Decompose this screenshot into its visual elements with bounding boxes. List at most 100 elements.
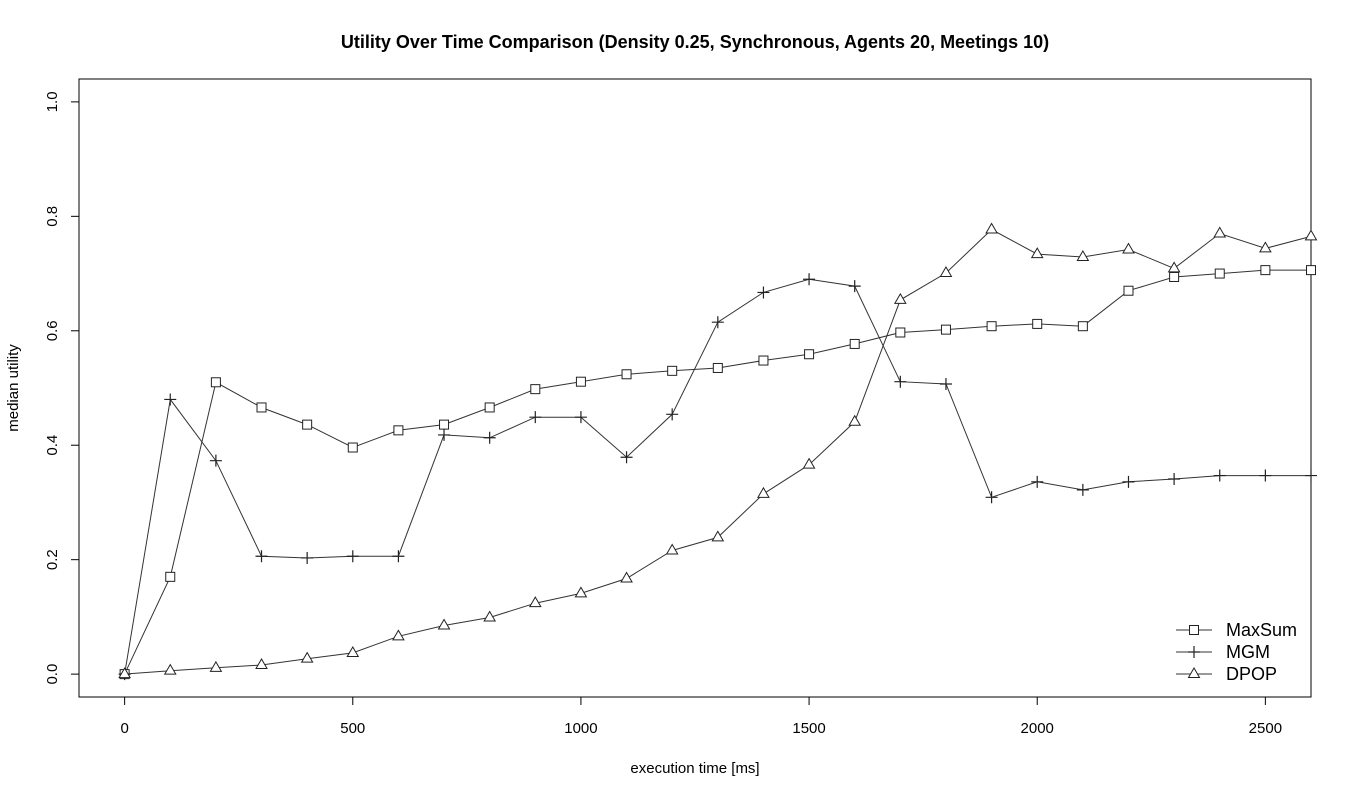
- legend-item-dpop: DPOP: [1176, 664, 1277, 684]
- chart-title: Utility Over Time Comparison (Density 0.…: [341, 32, 1049, 52]
- data-point-maxsum: [347, 442, 358, 453]
- legend-label: DPOP: [1226, 664, 1277, 684]
- data-point-maxsum: [256, 402, 267, 413]
- data-point-dpop: [1076, 249, 1090, 261]
- data-point-dpop: [711, 530, 725, 542]
- data-point-mgm: [666, 408, 679, 421]
- data-point-maxsum: [804, 349, 815, 360]
- data-point-dpop: [255, 657, 268, 669]
- data-point-maxsum: [940, 324, 951, 335]
- data-point-dpop: [1122, 242, 1135, 254]
- legend-label: MGM: [1226, 642, 1270, 662]
- data-point-dpop: [939, 265, 953, 277]
- data-point-mgm: [1259, 469, 1272, 482]
- data-point-mgm: [438, 428, 451, 441]
- data-point-dpop: [802, 457, 816, 469]
- data-point-mgm: [255, 550, 268, 563]
- x-tick-label: 2500: [1249, 720, 1282, 737]
- legend-item-mgm: MGM: [1176, 642, 1270, 662]
- data-point-maxsum: [302, 419, 313, 430]
- x-tick-label: 1500: [792, 720, 825, 737]
- data-point-mgm: [803, 273, 816, 286]
- data-point-maxsum: [210, 377, 221, 388]
- data-point-dpop: [757, 486, 770, 498]
- data-point-maxsum: [1123, 285, 1134, 296]
- data-point-mgm: [1076, 483, 1089, 496]
- data-point-dpop: [483, 610, 497, 622]
- legend-marker-mgm: [1188, 646, 1200, 658]
- data-point-dpop: [437, 618, 451, 630]
- data-point-maxsum: [1032, 318, 1043, 329]
- data-point-dpop: [665, 543, 679, 555]
- data-point-dpop: [163, 663, 177, 675]
- legend-marker-dpop: [1187, 667, 1201, 678]
- y-tick-label: 0.0: [44, 664, 61, 685]
- data-point-dpop: [1030, 247, 1044, 259]
- data-point-mgm: [1168, 472, 1181, 485]
- data-point-mgm: [483, 431, 496, 444]
- legend-item-maxsum: MaxSum: [1176, 620, 1297, 640]
- data-point-maxsum: [165, 571, 176, 582]
- data-point-maxsum: [1306, 265, 1316, 276]
- x-axis-label: execution time [ms]: [630, 760, 759, 777]
- data-point-maxsum: [1169, 271, 1180, 282]
- data-point-mgm: [574, 411, 587, 424]
- data-point-mgm: [620, 451, 633, 464]
- data-point-maxsum: [1214, 268, 1225, 279]
- data-point-mgm: [711, 316, 724, 329]
- data-point-maxsum: [393, 425, 404, 436]
- data-point-mgm: [209, 454, 222, 467]
- y-tick-label: 0.4: [44, 435, 61, 456]
- data-point-mgm: [1122, 475, 1135, 488]
- data-point-mgm: [985, 491, 998, 504]
- data-point-dpop: [1213, 226, 1227, 238]
- x-tick-label: 0: [120, 720, 128, 737]
- data-point-mgm: [894, 375, 907, 388]
- data-point-dpop: [1304, 229, 1318, 241]
- series-mgm: [118, 273, 1317, 681]
- data-point-dpop: [620, 571, 633, 583]
- data-point-dpop: [300, 651, 314, 663]
- data-point-dpop: [392, 629, 405, 641]
- series-line-maxsum: [124, 269, 1311, 675]
- data-point-maxsum: [621, 369, 632, 380]
- data-point-dpop: [118, 667, 131, 679]
- series-maxsum: [119, 265, 1316, 680]
- data-point-mgm: [939, 377, 952, 390]
- data-point-dpop: [528, 596, 542, 608]
- data-point-maxsum: [758, 355, 769, 366]
- y-tick-label: 0.6: [44, 320, 61, 341]
- data-point-dpop: [985, 222, 998, 234]
- series-dpop: [118, 222, 1318, 679]
- data-point-mgm: [757, 286, 770, 299]
- data-point-mgm: [1305, 469, 1317, 482]
- data-point-dpop: [848, 414, 862, 426]
- data-point-dpop: [209, 660, 223, 672]
- data-point-maxsum: [667, 365, 678, 376]
- y-tick-label: 1.0: [44, 91, 61, 112]
- data-point-maxsum: [895, 327, 906, 338]
- data-point-mgm: [1031, 475, 1044, 488]
- x-tick-label: 500: [340, 720, 365, 737]
- data-point-dpop: [893, 292, 907, 304]
- data-point-mgm: [164, 393, 177, 406]
- series-line-mgm: [124, 278, 1311, 675]
- data-point-maxsum: [575, 376, 586, 387]
- series-line-dpop: [124, 228, 1312, 675]
- y-axis: 0.0 0.2 0.4 0.6 0.8 1.0: [44, 91, 79, 685]
- data-point-mgm: [392, 550, 405, 563]
- legend-marker-maxsum: [1189, 625, 1199, 635]
- x-tick-label: 2000: [1021, 720, 1054, 737]
- data-point-dpop: [1167, 261, 1181, 273]
- data-point-mgm: [301, 551, 314, 564]
- plot-frame: [78, 78, 1312, 698]
- y-tick-label: 0.2: [44, 549, 61, 570]
- x-axis: 0 500 1000 1500 2000 2500: [120, 697, 1282, 737]
- data-point-maxsum: [986, 321, 997, 332]
- data-point-dpop: [346, 645, 360, 657]
- data-point-mgm: [529, 411, 542, 424]
- data-point-maxsum: [712, 362, 723, 373]
- series-layer: [118, 222, 1318, 681]
